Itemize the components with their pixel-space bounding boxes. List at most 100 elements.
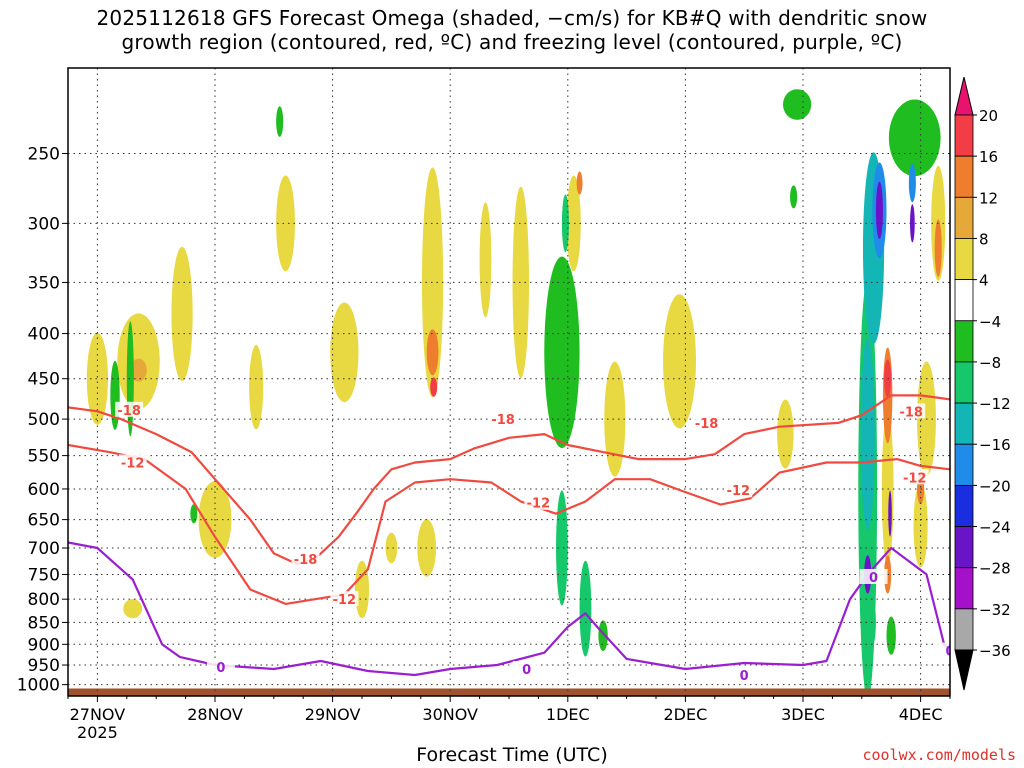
omega-region-49 xyxy=(888,99,941,177)
contour-label: -18 xyxy=(899,405,923,420)
colorbar-bin xyxy=(954,608,974,651)
omega-region-22 xyxy=(777,399,794,469)
chart-title-line1: 2025112618 GFS Forecast Omega (shaded, −… xyxy=(96,6,928,30)
colorbar-bin xyxy=(954,320,974,363)
y-tick-label: 300 xyxy=(28,214,60,234)
y-tick-label: 250 xyxy=(28,144,60,164)
omega-region-43 xyxy=(860,338,875,530)
omega-region-29 xyxy=(934,219,942,277)
contour-label-bg xyxy=(291,550,320,566)
colorbar-bin xyxy=(954,279,974,322)
colorbar-label: 4 xyxy=(979,272,989,290)
omega-region-12 xyxy=(421,167,444,398)
omega-region-10 xyxy=(354,560,370,619)
x-tick-label: 27NOV xyxy=(70,705,126,724)
colorbar-label: −12 xyxy=(979,395,1011,413)
omega-region-46 xyxy=(875,181,883,240)
x-axis-title: Forecast Time (UTC) xyxy=(416,744,608,766)
terrain xyxy=(68,688,950,696)
contour-label-bg xyxy=(730,666,759,682)
colorbar-bin xyxy=(954,443,974,486)
omega-region-17 xyxy=(512,186,529,379)
colorbar-label: 8 xyxy=(979,230,989,248)
colorbar-bin xyxy=(954,238,974,281)
contour-label-bg xyxy=(115,401,144,417)
colorbar-label: 20 xyxy=(979,107,998,125)
x-tick-label: 29NOV xyxy=(305,705,361,724)
colorbar-label: −24 xyxy=(979,519,1011,537)
omega-shading xyxy=(86,89,946,696)
contours: -18 -18 -18 -18 -18 -12 -12 -12 -12 -12 0 0 0 0 0 xyxy=(68,394,950,684)
y-tick-label: 350 xyxy=(28,273,60,293)
omega-region-34 xyxy=(276,106,284,137)
colorbar-label: −4 xyxy=(979,313,1001,331)
contour-label-bg xyxy=(936,642,950,658)
contour-label-bg xyxy=(692,414,721,430)
colorbar-bottom-arrow xyxy=(954,649,974,691)
colorbar-bin xyxy=(954,155,974,198)
y-tick-label: 900 xyxy=(28,635,60,655)
omega-region-33 xyxy=(190,504,198,524)
x-tick-label: 3DEC xyxy=(781,705,825,724)
colorbar-label: −20 xyxy=(979,477,1011,495)
contour-label-bg xyxy=(118,454,147,470)
colorbar-top-arrow xyxy=(954,76,974,116)
contour-label: -12 xyxy=(527,497,551,512)
x-tick-year: 2025 xyxy=(77,723,118,742)
omega-region-51 xyxy=(910,204,915,243)
y-tick-label: 1000 xyxy=(17,676,60,696)
omega-region-38 xyxy=(561,194,569,253)
colorbar-bin xyxy=(954,484,974,527)
contour-line-dendritic-1 xyxy=(68,443,950,605)
contour-line-dendritic-0 xyxy=(68,394,950,566)
omega-region-3 xyxy=(171,246,193,381)
colorbar-bin xyxy=(954,526,974,569)
x-tick-label: 28NOV xyxy=(187,705,243,724)
y-tick-label: 950 xyxy=(28,656,60,676)
omega-region-39 xyxy=(598,620,608,652)
y-tick-label: 850 xyxy=(28,613,60,633)
colorbar-bin xyxy=(954,196,974,239)
contour-label: -18 xyxy=(695,417,719,432)
omega-region-13 xyxy=(426,329,439,376)
colorbar-label: −36 xyxy=(979,642,1011,660)
omega-region-41 xyxy=(790,185,798,209)
x-tick-label: 4DEC xyxy=(899,705,943,724)
contour-label: -12 xyxy=(727,484,751,499)
y-tick-label: 550 xyxy=(28,447,60,467)
colorbar-label: −8 xyxy=(979,354,1001,372)
y-tick-label: 750 xyxy=(28,565,60,585)
terrain-band xyxy=(68,688,950,696)
colorbar-bin xyxy=(954,361,974,404)
omega-region-11 xyxy=(385,532,398,564)
colorbar: 20 16 12 8 4 −4 −8 −12 −16 −20 −24 −28 −32 −36 xyxy=(954,76,1011,691)
contour-label-bg xyxy=(489,411,518,427)
y-tick-label: 650 xyxy=(28,511,60,531)
omega-region-9 xyxy=(330,302,359,403)
x-tick-label: 30NOV xyxy=(422,705,478,724)
colorbar-bin xyxy=(954,567,974,610)
omega-region-18 xyxy=(566,175,581,272)
colorbar-bin xyxy=(954,402,974,445)
contour-label-bg xyxy=(859,568,888,584)
omega-region-52 xyxy=(888,490,892,537)
y-tick-label: 700 xyxy=(28,539,60,559)
credit-link[interactable]: coolwx.com/models xyxy=(862,746,1016,764)
y-tick-label: 400 xyxy=(28,325,60,345)
contour-label: -18 xyxy=(294,553,318,568)
plot-frame xyxy=(67,67,951,697)
contour-label-bg xyxy=(512,661,541,677)
contour-label-bg xyxy=(897,403,926,419)
y-tick-label: 800 xyxy=(28,590,60,610)
contour-label: 0 xyxy=(522,663,531,678)
omega-region-20 xyxy=(604,361,626,477)
contour-label: -18 xyxy=(491,413,515,428)
omega-region-48 xyxy=(864,593,876,652)
contour-label: -12 xyxy=(903,471,927,486)
contour-label-bg xyxy=(330,591,359,607)
omega-region-35 xyxy=(544,256,580,449)
omega-region-21 xyxy=(663,294,696,429)
omega-region-14 xyxy=(430,377,438,397)
contour-label: -12 xyxy=(121,457,145,472)
x-tick-label: 2DEC xyxy=(664,705,708,724)
